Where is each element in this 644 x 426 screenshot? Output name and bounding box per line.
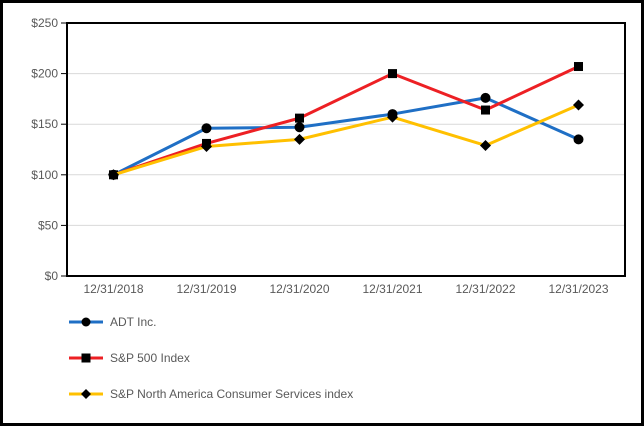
data-point-square [388, 69, 397, 79]
x-tick-label: 12/31/2018 [83, 282, 143, 296]
legend-label-sp500: S&P 500 Index [110, 351, 190, 365]
data-point-diamond [108, 169, 119, 181]
x-tick-label: 12/31/2023 [548, 282, 608, 296]
data-point-circle [294, 122, 305, 133]
series-line [113, 65, 580, 177]
legend-label-sp-consumer-services: S&P North America Consumer Services inde… [110, 387, 354, 401]
y-tick-label: $150 [31, 117, 58, 131]
data-point-circle [201, 123, 212, 134]
x-tick-label: 12/31/2022 [455, 282, 515, 296]
legend-label-adt: ADT Inc. [110, 315, 157, 329]
x-tick-label: 12/31/2021 [362, 282, 422, 296]
series-line [113, 103, 580, 177]
data-point-square [295, 113, 304, 123]
x-tick-label: 12/31/2019 [176, 282, 236, 296]
data-point-circle [480, 92, 491, 103]
series-line [112, 96, 580, 177]
line-circle-marker-icon [69, 317, 103, 327]
data-point-diamond [573, 99, 584, 111]
data-point-square [481, 105, 490, 115]
plot-border [66, 22, 626, 277]
data-point-square [574, 62, 583, 72]
y-tick-label: $100 [31, 168, 58, 182]
y-tick-label: $50 [38, 218, 58, 232]
legend-item-adt: ADT Inc. [69, 310, 353, 334]
data-point-circle [573, 134, 584, 145]
data-point-diamond [201, 140, 212, 152]
chart-legend: ADT Inc. S&P 500 Index S&P North America… [69, 310, 353, 418]
x-tick-label: 12/31/2020 [269, 282, 329, 296]
y-tick-label: $0 [45, 269, 59, 283]
data-point-diamond [294, 133, 305, 145]
performance-line-chart: $0 $50 $100 $150 $200 $250 12/31/2018 12/31/201… [31, 16, 626, 296]
legend-item-sp-consumer-services: S&P North America Consumer Services inde… [69, 382, 353, 406]
legend-item-sp500: S&P 500 Index [69, 346, 353, 370]
y-tick-label: $200 [31, 67, 58, 81]
line-square-marker-icon [69, 353, 103, 363]
y-tick-label: $250 [31, 16, 58, 30]
data-point-diamond [387, 111, 398, 123]
data-point-diamond [480, 139, 491, 151]
line-diamond-marker-icon [69, 389, 103, 399]
